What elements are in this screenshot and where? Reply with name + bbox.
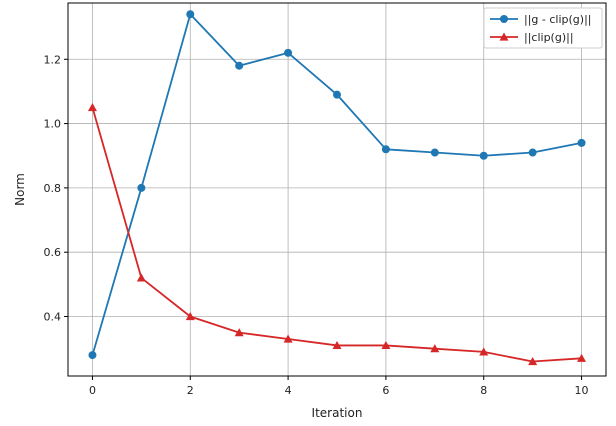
legend-items: ||g - clip(g)|| ||clip(g)|| <box>490 13 591 44</box>
y-tick-label: 0.4 <box>44 311 62 324</box>
legend-marker <box>499 32 509 41</box>
data-point <box>186 10 195 19</box>
data-point <box>333 90 341 99</box>
data-point <box>137 183 146 192</box>
data-point <box>528 148 537 157</box>
data-point <box>528 357 538 366</box>
legend-marker <box>500 15 508 23</box>
series-1 <box>88 10 586 360</box>
y-tick-label: 1.0 <box>44 118 62 131</box>
x-axis-label: Iteration <box>312 406 363 420</box>
legend-item-2: ||clip(g)|| <box>490 31 574 44</box>
data-point <box>381 145 390 154</box>
ticks-layer: 0 2 4 6 8 10 0.4 0.6 0.8 1.0 1.2 <box>44 53 589 397</box>
data-point <box>381 340 391 350</box>
x-tick-label: 2 <box>187 384 194 397</box>
data-point <box>136 273 146 282</box>
grid-layer <box>68 3 606 376</box>
legend: ||g - clip(g)|| ||clip(g)|| <box>483 7 603 49</box>
data-point <box>430 344 440 353</box>
series-2 <box>87 103 587 366</box>
x-tick-label: 0 <box>89 384 96 397</box>
y-tick-label: 1.2 <box>44 53 62 66</box>
x-tick-label: 10 <box>575 384 589 397</box>
data-point <box>88 351 97 360</box>
data-point <box>87 103 97 112</box>
data-point <box>332 340 342 350</box>
series-layer <box>87 10 587 366</box>
legend-box <box>483 7 603 49</box>
data-point <box>479 347 489 356</box>
series-line <box>91 107 582 363</box>
data-point <box>577 138 586 147</box>
data-point <box>185 312 195 321</box>
y-axis-label: Norm <box>13 173 27 206</box>
data-point <box>284 48 293 57</box>
plot-frame <box>67 2 607 377</box>
data-point <box>430 148 439 157</box>
data-point <box>235 61 244 70</box>
legend-label: ||clip(g)|| <box>524 31 574 44</box>
x-tick-label: 8 <box>480 384 487 397</box>
x-tick-label: 4 <box>285 384 292 397</box>
legend-label: ||g - clip(g)|| <box>524 13 591 26</box>
data-point <box>577 353 587 362</box>
y-tick-label: 0.8 <box>44 182 62 195</box>
data-point <box>283 334 293 343</box>
series-line <box>91 13 582 356</box>
data-point <box>234 328 244 337</box>
x-tick-label: 6 <box>382 384 389 397</box>
y-tick-label: 0.6 <box>44 246 62 259</box>
data-point <box>479 151 488 160</box>
legend-item-1: ||g - clip(g)|| <box>490 13 591 26</box>
